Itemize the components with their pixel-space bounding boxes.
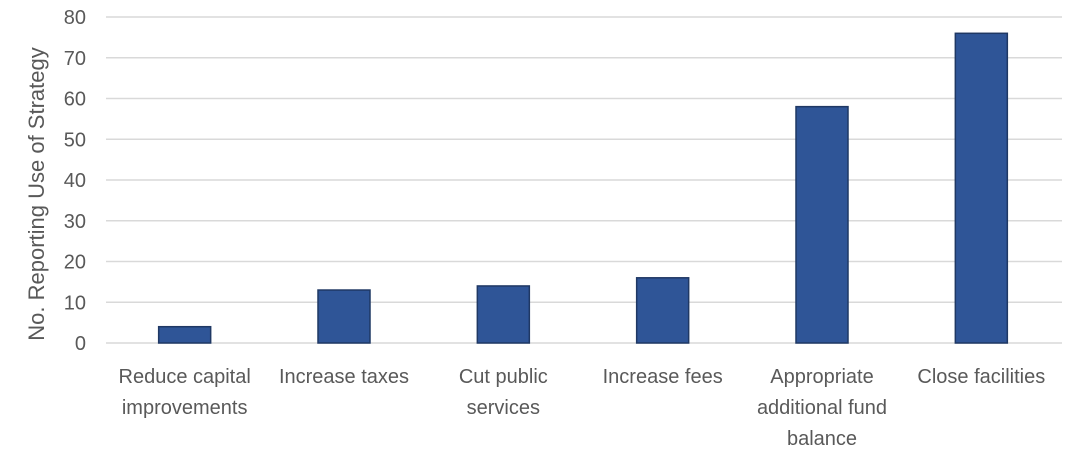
y-axis-ticks: 0 10 20 30 40 50 60 70 80 [64,7,86,355]
bar-1 [317,289,371,344]
y-tick-label: 30 [64,211,86,233]
x-category-line: Reduce capital [119,366,251,388]
y-axis-title: No. Reporting Use of Strategy [24,47,49,340]
y-tick-label: 80 [64,7,86,29]
bar-0 [157,325,212,344]
y-tick-label: 60 [64,89,86,111]
x-category-line: Increase taxes [279,366,409,388]
y-tick-label: 70 [64,48,86,70]
x-category-label: Cut public services [459,366,548,419]
bar-4 [795,105,849,344]
bars [157,32,1009,344]
x-category-line: Close facilities [917,366,1045,388]
x-category-label: Increase taxes [279,366,409,388]
y-tick-label: 50 [64,129,86,151]
x-category-label: Close facilities [917,366,1045,388]
x-category-label: Reduce capital improvements [119,366,251,419]
bar-3 [635,277,690,344]
x-category-line: improvements [122,397,248,419]
x-category-line: Increase fees [603,366,723,388]
bar-2 [476,285,531,344]
x-category-line: services [467,397,540,419]
x-category-line: Appropriate [770,366,873,388]
gridlines [106,16,1062,344]
y-tick-label: 10 [64,292,86,314]
x-category-label: Appropriate additional fund balance [757,366,887,449]
y-tick-label: 0 [75,333,86,355]
x-category-line: Cut public [459,366,548,388]
bar-5 [954,32,1009,344]
x-category-line: balance [787,428,857,449]
y-tick-label: 20 [64,252,86,274]
x-category-label: Increase fees [603,366,723,388]
x-category-line: additional fund [757,397,887,419]
y-tick-label: 40 [64,170,86,192]
x-axis-categories: Reduce capital improvements Increase taxes… [119,366,1046,450]
